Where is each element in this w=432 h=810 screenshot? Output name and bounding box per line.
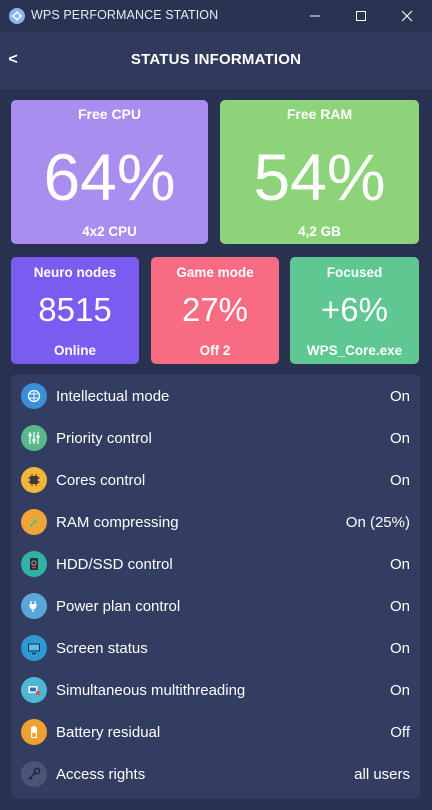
monitor-icon <box>21 635 47 661</box>
free-cpu-label: Free CPU <box>77 106 142 122</box>
status-value: On <box>389 429 410 447</box>
ram-amount: 4,2 GB <box>298 224 341 239</box>
maximize-icon <box>356 11 366 21</box>
maximize-button[interactable] <box>338 0 384 32</box>
status-label: RAM compressing <box>56 513 179 531</box>
key-icon <box>21 761 47 787</box>
minimize-icon <box>310 15 320 17</box>
free-cpu-value: 64% <box>43 140 176 214</box>
status-label: Simultaneous multithreading <box>56 681 246 699</box>
status-label: Cores control <box>56 471 146 489</box>
game-mode-value: 27% <box>181 291 249 328</box>
status-value: On <box>389 555 410 573</box>
status-row-screen-status[interactable]: Screen status On <box>11 627 420 669</box>
cpu-count: 4x2 CPU <box>82 224 137 239</box>
status-value: On <box>389 387 410 405</box>
status-row-battery-residual[interactable]: Battery residual Off <box>11 711 420 753</box>
status-value: all users <box>354 765 410 783</box>
status-row-cores-control[interactable]: Cores control On <box>11 459 420 501</box>
hard-drive-icon <box>21 551 47 577</box>
cpu-chip-icon <box>21 467 47 493</box>
window-titlebar: WPS PERFORMANCE STATION <box>0 0 432 32</box>
game-mode-tile: Game mode 27% Off 2 <box>151 257 279 364</box>
window-title: WPS PERFORMANCE STATION <box>31 8 219 22</box>
status-value: On <box>389 639 410 657</box>
status-row-ram-compressing[interactable]: RAM compressing On (25%) <box>11 501 420 543</box>
status-label: Battery residual <box>56 723 161 741</box>
brain-icon <box>21 383 47 409</box>
focused-value: +6% <box>321 291 388 328</box>
status-value: Off <box>390 723 410 741</box>
back-arrow-icon: < <box>8 51 18 68</box>
game-mode-status: Off 2 <box>199 343 231 358</box>
free-cpu-tile: Free CPU 64% 4x2 CPU <box>11 100 208 244</box>
game-mode-label: Game mode <box>176 265 254 280</box>
status-row-access-rights[interactable]: Access rights all users <box>11 753 420 795</box>
focused-label: Focused <box>326 265 383 280</box>
page-header: < STATUS INFORMATION <box>0 32 432 89</box>
minimize-button[interactable] <box>292 0 338 32</box>
power-plug-icon <box>21 593 47 619</box>
status-value: On <box>389 597 410 615</box>
multithreading-icon <box>21 677 47 703</box>
battery-icon <box>21 719 47 745</box>
app-logo-icon <box>9 8 25 24</box>
status-value: On <box>389 681 410 699</box>
neuro-nodes-label: Neuro nodes <box>33 265 117 280</box>
status-row-priority-control[interactable]: Priority control On <box>11 417 420 459</box>
status-value: On <box>389 471 410 489</box>
free-ram-tile: Free RAM 54% 4,2 GB <box>220 100 419 244</box>
neuro-nodes-status: Online <box>53 343 96 358</box>
neuro-nodes-value: 8515 <box>38 291 112 328</box>
status-value: On (25%) <box>345 513 410 531</box>
status-label: Priority control <box>56 429 152 447</box>
sliders-icon <box>21 425 47 451</box>
free-ram-value: 54% <box>253 140 386 214</box>
status-row-simultaneous-multithreading[interactable]: Simultaneous multithreading On <box>11 669 420 711</box>
close-icon <box>401 10 413 22</box>
page-title: STATUS INFORMATION <box>130 51 302 68</box>
focused-tile: Focused +6% WPS_Core.exe <box>290 257 419 364</box>
status-label: HDD/SSD control <box>56 555 173 573</box>
status-label: Screen status <box>56 639 148 657</box>
status-list: Intellectual mode On Priority control On… <box>11 374 420 799</box>
status-label: Access rights <box>56 765 146 783</box>
neuro-nodes-tile: Neuro nodes 8515 Online <box>11 257 139 364</box>
close-button[interactable] <box>384 0 430 32</box>
status-row-intellectual-mode[interactable]: Intellectual mode On <box>11 375 420 417</box>
focused-process: WPS_Core.exe <box>306 343 403 358</box>
ram-stick-icon <box>21 509 47 535</box>
free-ram-label: Free RAM <box>286 106 353 122</box>
status-row-power-plan-control[interactable]: Power plan control On <box>11 585 420 627</box>
status-label: Intellectual mode <box>56 387 170 405</box>
status-label: Power plan control <box>56 597 181 615</box>
status-row-hdd-ssd-control[interactable]: HDD/SSD control On <box>11 543 420 585</box>
back-button[interactable]: < <box>5 50 21 70</box>
